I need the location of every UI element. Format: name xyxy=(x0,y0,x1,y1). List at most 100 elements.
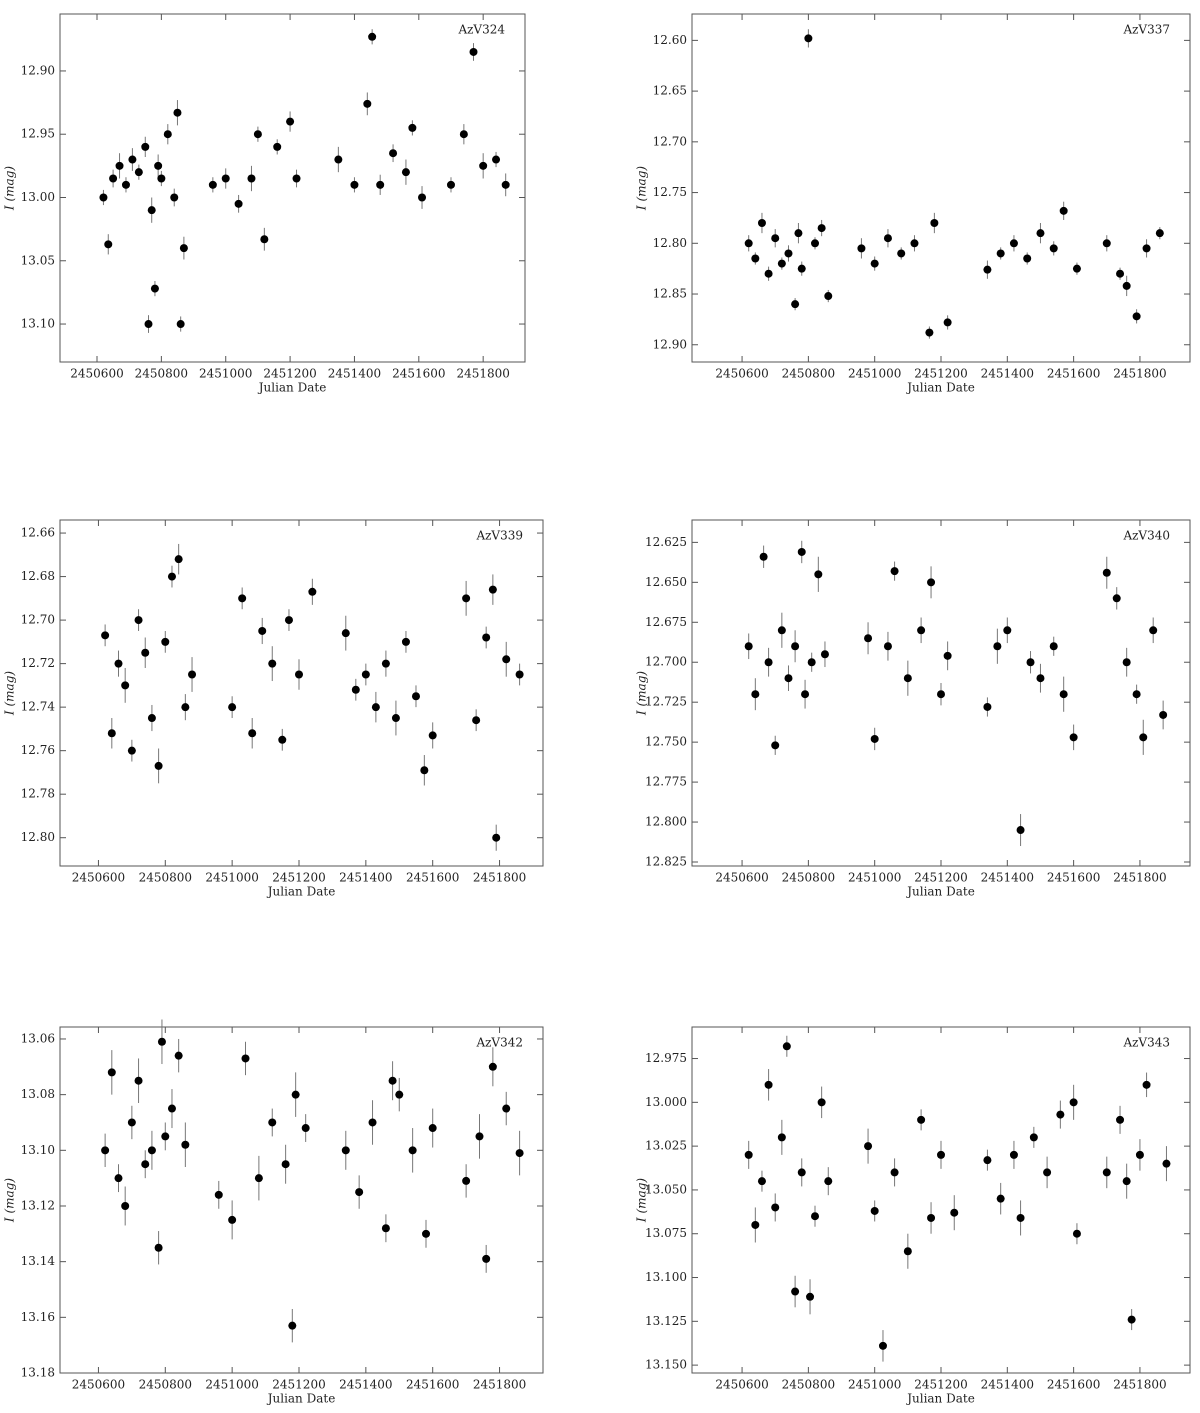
y-tick-label: 12.675 xyxy=(645,615,687,629)
panel-title: AzV340 xyxy=(1122,529,1170,543)
plot-frame xyxy=(59,13,526,363)
y-tick-label: 12.60 xyxy=(653,33,687,47)
data-point xyxy=(174,1051,183,1060)
data-point xyxy=(943,318,952,327)
data-point xyxy=(817,1098,826,1107)
data-point xyxy=(284,616,293,625)
data-point xyxy=(121,1201,130,1210)
data-point xyxy=(1069,1098,1078,1107)
data-point xyxy=(1049,244,1058,253)
x-tick-label: 2451800 xyxy=(473,871,526,885)
data-point xyxy=(811,1212,820,1221)
y-tick-label: 12.74 xyxy=(21,700,56,714)
data-point xyxy=(141,142,150,151)
data-point xyxy=(870,734,879,743)
data-point xyxy=(482,633,491,642)
data-point xyxy=(150,284,159,293)
x-axis-label: Julian Date xyxy=(905,381,975,395)
data-point xyxy=(228,703,237,712)
data-point xyxy=(501,180,510,189)
data-point xyxy=(784,249,793,258)
y-tick-label: 13.125 xyxy=(645,1314,687,1328)
data-point xyxy=(376,180,385,189)
data-point xyxy=(777,626,786,635)
y-tick-label: 12.70 xyxy=(21,613,55,627)
data-point xyxy=(1127,1315,1136,1324)
y-tick-label: 13.075 xyxy=(645,1226,687,1240)
data-point xyxy=(109,174,118,183)
data-point xyxy=(363,99,372,108)
data-point xyxy=(115,161,124,170)
data-point xyxy=(408,123,417,132)
data-point xyxy=(154,161,163,170)
data-point xyxy=(1069,733,1078,742)
panel-title: AzV324 xyxy=(457,23,505,37)
y-tick-label: 12.78 xyxy=(21,787,55,801)
data-point xyxy=(1043,1168,1052,1177)
panel: 2450600 2450800 2451000 2451200 2451400 24516… xyxy=(635,13,1191,395)
plot-frame xyxy=(59,519,544,867)
data-point xyxy=(1162,1159,1171,1168)
y-tick-label: 12.725 xyxy=(645,695,687,709)
y-tick-label: 13.16 xyxy=(21,1310,55,1324)
y-tick-label: 12.825 xyxy=(645,855,687,869)
x-tick-label: 2450600 xyxy=(72,1378,125,1392)
data-point xyxy=(824,292,833,301)
data-point xyxy=(389,149,398,158)
data-point xyxy=(1003,626,1012,635)
data-point xyxy=(420,766,429,775)
x-tick-label: 2451200 xyxy=(914,367,967,381)
data-point xyxy=(1009,1150,1018,1159)
y-tick-label: 13.08 xyxy=(21,1087,55,1101)
data-point xyxy=(301,1124,310,1133)
data-point xyxy=(807,658,816,667)
y-tick-label: 13.05 xyxy=(21,253,55,267)
data-point xyxy=(1142,1080,1151,1089)
data-point xyxy=(107,1068,116,1077)
data-point xyxy=(273,142,282,151)
data-point xyxy=(1016,1213,1025,1222)
x-tick-label: 2450800 xyxy=(782,367,835,381)
data-point xyxy=(864,634,873,643)
data-point xyxy=(1023,254,1032,263)
y-tick-label: 13.100 xyxy=(645,1270,687,1284)
data-point xyxy=(864,1142,873,1151)
data-point xyxy=(1132,312,1141,321)
data-point xyxy=(744,239,753,248)
x-axis-label: Julian Date xyxy=(905,1392,975,1406)
data-point xyxy=(181,703,190,712)
data-point xyxy=(917,1115,926,1124)
x-tick-label: 2451400 xyxy=(981,367,1034,381)
data-point xyxy=(167,1104,176,1113)
data-point xyxy=(422,1229,431,1238)
data-point xyxy=(797,264,806,273)
data-point xyxy=(1049,642,1058,651)
data-point xyxy=(104,240,113,249)
data-point xyxy=(127,1118,136,1127)
y-axis-label: I (mag) xyxy=(635,166,649,211)
data-point xyxy=(127,746,136,755)
data-point xyxy=(268,659,277,668)
data-point xyxy=(744,642,753,651)
y-tick-label: 12.90 xyxy=(21,63,55,77)
data-point xyxy=(462,594,471,603)
y-tick-label: 12.90 xyxy=(653,337,687,351)
data-point xyxy=(459,130,468,139)
x-tick-label: 2450600 xyxy=(715,1378,768,1392)
y-tick-label: 12.775 xyxy=(645,775,687,789)
x-tick-label: 2450800 xyxy=(139,1378,192,1392)
data-point xyxy=(163,130,172,139)
data-point xyxy=(784,674,793,683)
data-point xyxy=(1139,733,1148,742)
data-point xyxy=(167,572,176,581)
data-point xyxy=(1102,1168,1111,1177)
data-point xyxy=(361,670,370,679)
data-point xyxy=(147,714,156,723)
data-point xyxy=(134,1076,143,1085)
data-point xyxy=(469,47,478,56)
data-point xyxy=(401,168,410,177)
data-point xyxy=(144,320,153,329)
data-point xyxy=(937,1150,945,1159)
data-point xyxy=(101,631,110,640)
